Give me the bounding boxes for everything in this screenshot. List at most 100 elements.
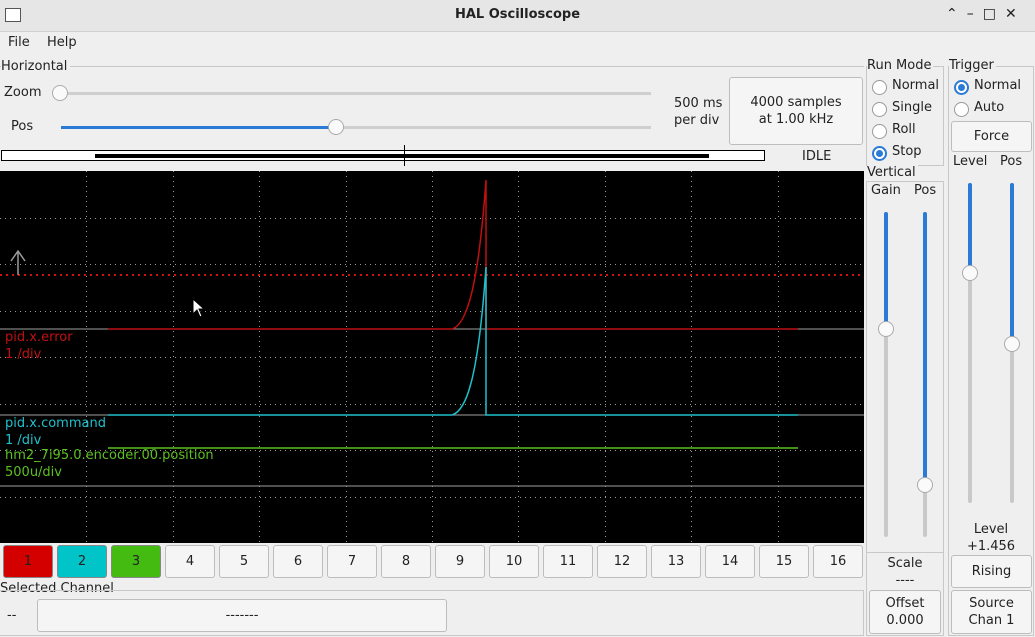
channel-button[interactable]: 16	[813, 545, 863, 578]
channel-button[interactable]: 14	[705, 545, 755, 578]
trigger-arrow	[10, 249, 26, 275]
scale-value: ----	[895, 573, 915, 588]
channel-button[interactable]: 6	[273, 545, 323, 578]
radio-label: Single	[892, 100, 932, 115]
scope-display: pid.x.error 1 /div pid.x.command 1 /div …	[0, 171, 864, 543]
channel-button[interactable]: 9	[435, 545, 485, 578]
gain-slider[interactable]	[878, 321, 894, 337]
radio[interactable]	[872, 124, 887, 139]
level-readout: Level +1.456	[948, 521, 1034, 555]
pos-track	[61, 126, 651, 129]
rate-line: per div	[674, 113, 720, 128]
level-label: Level	[953, 154, 988, 169]
frame-title: Selected Channel	[0, 581, 114, 596]
window-icon	[5, 8, 21, 22]
radio[interactable]	[954, 80, 969, 95]
force-text: Force	[973, 129, 1010, 144]
channel-button-text: 1	[23, 554, 33, 569]
channel-name: pid.x.command	[5, 416, 106, 431]
gain-label: Gain	[871, 183, 901, 198]
channel-button[interactable]: 11	[543, 545, 593, 578]
pos-slider[interactable]	[328, 119, 344, 135]
channel-button[interactable]: 12	[597, 545, 647, 578]
channel-button[interactable]: 3	[111, 545, 161, 578]
channel-button[interactable]: 5	[219, 545, 269, 578]
level-caption: Level	[973, 522, 1009, 537]
scale-label: Scale	[887, 556, 923, 571]
selected-name[interactable]: -------	[37, 599, 447, 632]
radio-label: Stop	[892, 144, 922, 159]
channel-button-text: 4	[185, 554, 195, 569]
channel-button[interactable]: 8	[381, 545, 431, 578]
channel-button-text: 10	[505, 554, 523, 569]
channel-button[interactable]: 1	[3, 545, 53, 578]
channel-name: pid.x.error	[5, 330, 73, 345]
samples-button[interactable]: 4000 samples at 1.00 kHz	[729, 77, 863, 145]
rate-label: 500 ms per div	[674, 95, 722, 129]
channel-button-text: 5	[239, 554, 249, 569]
radio-label: Normal	[974, 78, 1022, 93]
title-bar	[0, 0, 1035, 32]
pos-fill	[61, 126, 336, 129]
radio[interactable]	[872, 102, 887, 117]
channel-button[interactable]: 4	[165, 545, 215, 578]
channel-button-text: 14	[721, 554, 739, 569]
channel-button-text: 11	[559, 554, 577, 569]
zoom-slider[interactable]	[52, 85, 68, 101]
level-slider[interactable]	[962, 265, 978, 281]
radio[interactable]	[872, 80, 887, 95]
window-title: HAL Oscilloscope	[454, 7, 581, 22]
mouse-cursor	[192, 297, 206, 318]
selected-name-text: -------	[225, 608, 259, 623]
source-line: Chan 1	[968, 613, 1015, 628]
state-label: IDLE	[802, 149, 832, 164]
channel-button-text: 2	[77, 554, 87, 569]
menu-item[interactable]: File	[8, 35, 30, 50]
channel-name: hm2_7i95.0.encoder.00.position	[5, 448, 214, 463]
tpos-fill	[1010, 183, 1014, 345]
menu-item[interactable]: Help	[47, 35, 77, 50]
window-controls[interactable]: ⌃–□✕	[946, 6, 1026, 22]
channel-button-text: 16	[829, 554, 847, 569]
channel-button[interactable]: 2	[57, 545, 107, 578]
channel-button[interactable]: 10	[489, 545, 539, 578]
vpos-fill	[923, 212, 927, 485]
radio[interactable]	[954, 102, 969, 117]
selected-frame	[0, 590, 864, 636]
radio-label: Auto	[974, 100, 1005, 115]
channel-button-text: 7	[347, 554, 357, 569]
trigger-marker	[404, 145, 405, 166]
channel-button-text: 8	[401, 554, 411, 569]
tpos-slider[interactable]	[1004, 336, 1020, 352]
source-button[interactable]: Source Chan 1	[951, 590, 1032, 634]
pos-label: Pos	[11, 119, 34, 134]
channel-button[interactable]: 15	[759, 545, 809, 578]
gain-track	[884, 212, 888, 537]
vertical-frame	[866, 181, 944, 636]
channel-button-text: 12	[613, 554, 631, 569]
frame-title: Horizontal	[1, 59, 71, 74]
samples-line: at 1.00 kHz	[758, 112, 834, 127]
gain-fill	[884, 212, 888, 329]
offset-value: 0.000	[886, 613, 924, 628]
level-track	[968, 183, 972, 503]
samples-line: 4000 samples	[750, 95, 842, 110]
grid	[0, 171, 864, 543]
radio-label: Normal	[892, 78, 940, 93]
frame-title: Trigger	[949, 58, 996, 73]
scale-readout: Scale ----	[866, 555, 944, 589]
zoom-track	[61, 92, 651, 95]
offset-button[interactable]: Offset 0.000	[869, 590, 941, 634]
record-window	[95, 154, 709, 158]
edge-text: Rising	[971, 564, 1012, 579]
frame-title: Vertical	[867, 165, 918, 180]
radio[interactable]	[872, 146, 887, 161]
channel-button[interactable]: 7	[327, 545, 377, 578]
edge-button[interactable]: Rising	[951, 555, 1032, 588]
level-fill	[968, 183, 972, 273]
channel-button[interactable]: 13	[651, 545, 701, 578]
vpos-slider[interactable]	[917, 477, 933, 493]
channel-button-text: 6	[293, 554, 303, 569]
force-button[interactable]: Force	[951, 121, 1032, 152]
